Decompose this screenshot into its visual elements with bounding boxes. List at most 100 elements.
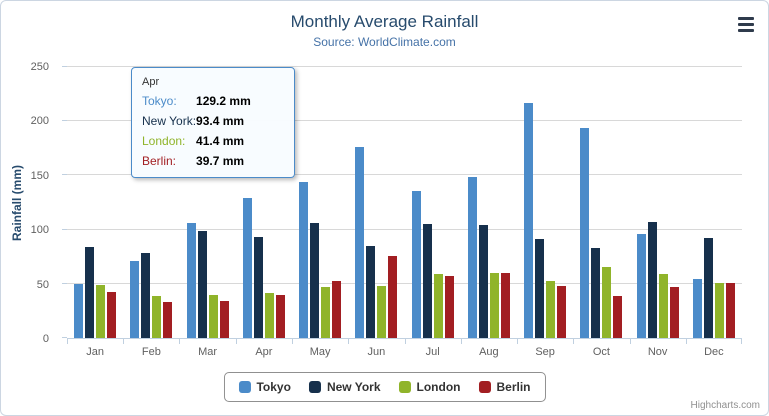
bar-berlin-oct[interactable] — [613, 295, 623, 338]
hamburger-icon — [738, 17, 754, 32]
bar-london-may[interactable] — [321, 287, 331, 338]
x-axis-tick — [741, 338, 742, 344]
bar-london-sep[interactable] — [546, 281, 556, 338]
bar-new-york-dec[interactable] — [703, 237, 713, 338]
legend-label-berlin: Berlin — [496, 380, 531, 394]
bar-tokyo-feb[interactable] — [130, 260, 140, 338]
tooltip-row: New York: 93.4 mm — [142, 111, 251, 131]
x-axis-tick — [235, 338, 237, 344]
bar-tokyo-sep[interactable] — [524, 103, 534, 338]
bar-tokyo-jan[interactable] — [74, 283, 84, 338]
bar-london-dec[interactable] — [714, 282, 724, 338]
category-group-apr — [236, 67, 292, 338]
bar-berlin-sep[interactable] — [557, 286, 567, 338]
bar-london-jul[interactable] — [433, 274, 443, 338]
bar-tokyo-may[interactable] — [299, 181, 309, 338]
bar-tokyo-jul[interactable] — [411, 191, 421, 338]
bar-berlin-jan[interactable] — [107, 292, 117, 338]
bar-berlin-aug[interactable] — [500, 272, 510, 338]
bar-london-nov[interactable] — [658, 273, 668, 338]
bar-london-feb[interactable] — [152, 295, 162, 338]
bar-berlin-jun[interactable] — [388, 256, 398, 338]
bar-berlin-dec[interactable] — [725, 282, 735, 338]
x-axis-labels: Jan Feb Mar Apr May Jun Jul Aug Sep Oct Nov Dec — [67, 346, 742, 358]
bar-berlin-nov[interactable] — [669, 287, 679, 338]
bar-tokyo-aug[interactable] — [467, 177, 477, 338]
bar-berlin-jul[interactable] — [444, 275, 454, 338]
tooltip-row: Tokyo: 129.2 mm — [142, 91, 251, 111]
tooltip-series-value: 93.4 mm — [196, 114, 245, 128]
y-axis-tick — [62, 337, 67, 338]
x-axis-tick — [573, 338, 575, 344]
gridline — [67, 120, 742, 122]
bar-new-york-mar[interactable] — [197, 231, 207, 338]
bar-london-apr[interactable] — [264, 293, 274, 338]
chart-title: Monthly Average Rainfall — [290, 12, 479, 31]
bar-new-york-jan[interactable] — [85, 247, 95, 338]
plot-area — [62, 66, 742, 344]
category-group-dec — [686, 67, 742, 338]
x-axis-tick — [291, 338, 293, 344]
chart-context-menu-button[interactable] — [734, 13, 758, 36]
legend-item-tokyo[interactable]: Tokyo — [238, 380, 291, 394]
x-axis-label-apr: Apr — [255, 346, 273, 358]
x-axis-label-sep: Sep — [535, 346, 555, 358]
credits-link[interactable]: Highcharts.com — [690, 400, 760, 411]
bar-new-york-jul[interactable] — [422, 224, 432, 338]
bar-berlin-apr[interactable] — [275, 294, 285, 338]
category-group-jun — [348, 67, 404, 338]
tooltip-series-value: 129.2 mm — [196, 94, 251, 108]
tooltip-header: Apr — [142, 76, 160, 88]
x-axis-tick — [179, 338, 181, 344]
legend-marker-berlin-icon — [478, 381, 491, 393]
y-axis-labels: 0 50 100 150 200 250 — [1, 61, 59, 345]
legend-item-london[interactable]: London — [398, 380, 461, 394]
bar-tokyo-jun[interactable] — [355, 147, 365, 338]
bar-berlin-may[interactable] — [332, 280, 342, 338]
tooltip-series-name: London: — [142, 134, 186, 148]
x-axis-tick — [516, 338, 518, 344]
gridline — [67, 228, 742, 230]
bar-new-york-feb[interactable] — [141, 252, 151, 338]
bar-new-york-jun[interactable] — [366, 246, 376, 338]
bar-new-york-nov[interactable] — [647, 222, 657, 338]
legend-item-berlin[interactable]: Berlin — [478, 380, 531, 394]
bar-tokyo-apr[interactable] — [242, 197, 252, 338]
legend-label-tokyo: Tokyo — [256, 380, 291, 394]
x-axis-label-dec: Dec — [704, 346, 724, 358]
y-axis-tick — [62, 66, 67, 67]
category-group-aug — [461, 67, 517, 338]
bar-london-jun[interactable] — [377, 285, 387, 338]
chart-subtitle: Source: WorldClimate.com — [313, 35, 456, 49]
bar-berlin-mar[interactable] — [219, 300, 229, 338]
bar-london-mar[interactable] — [208, 295, 218, 338]
legend-marker-tokyo-icon — [238, 381, 251, 393]
bar-london-aug[interactable] — [489, 273, 499, 338]
bar-new-york-oct[interactable] — [591, 247, 601, 338]
bar-tokyo-dec[interactable] — [692, 279, 702, 338]
y-axis-tick — [62, 282, 67, 284]
bar-tokyo-oct[interactable] — [580, 127, 590, 338]
category-group-sep — [517, 67, 573, 338]
bar-london-oct[interactable] — [602, 267, 612, 338]
bar-london-jan[interactable] — [96, 285, 106, 338]
bar-tokyo-mar[interactable] — [186, 222, 196, 338]
bar-new-york-apr[interactable] — [253, 236, 263, 338]
category-group-jul — [405, 67, 461, 338]
y-axis-label: 0 — [42, 333, 49, 345]
bar-new-york-aug[interactable] — [478, 224, 488, 338]
tooltip-series-name: Tokyo: — [142, 94, 177, 108]
bar-new-york-may[interactable] — [310, 223, 320, 338]
x-axis-label-nov: Nov — [647, 346, 668, 358]
bar-berlin-feb[interactable] — [163, 302, 173, 338]
x-axis-tick — [629, 338, 631, 344]
legend-item-new-york[interactable]: New York — [308, 380, 381, 394]
y-axis-label: 100 — [30, 224, 49, 237]
tooltip-series-name: New York: — [142, 114, 197, 128]
bar-tokyo-nov[interactable] — [636, 234, 646, 338]
legend-marker-london-icon — [398, 381, 411, 393]
y-axis-label: 50 — [36, 278, 49, 291]
bar-new-york-sep[interactable] — [535, 239, 545, 338]
gridline — [67, 174, 742, 176]
bars-layer — [67, 67, 742, 338]
